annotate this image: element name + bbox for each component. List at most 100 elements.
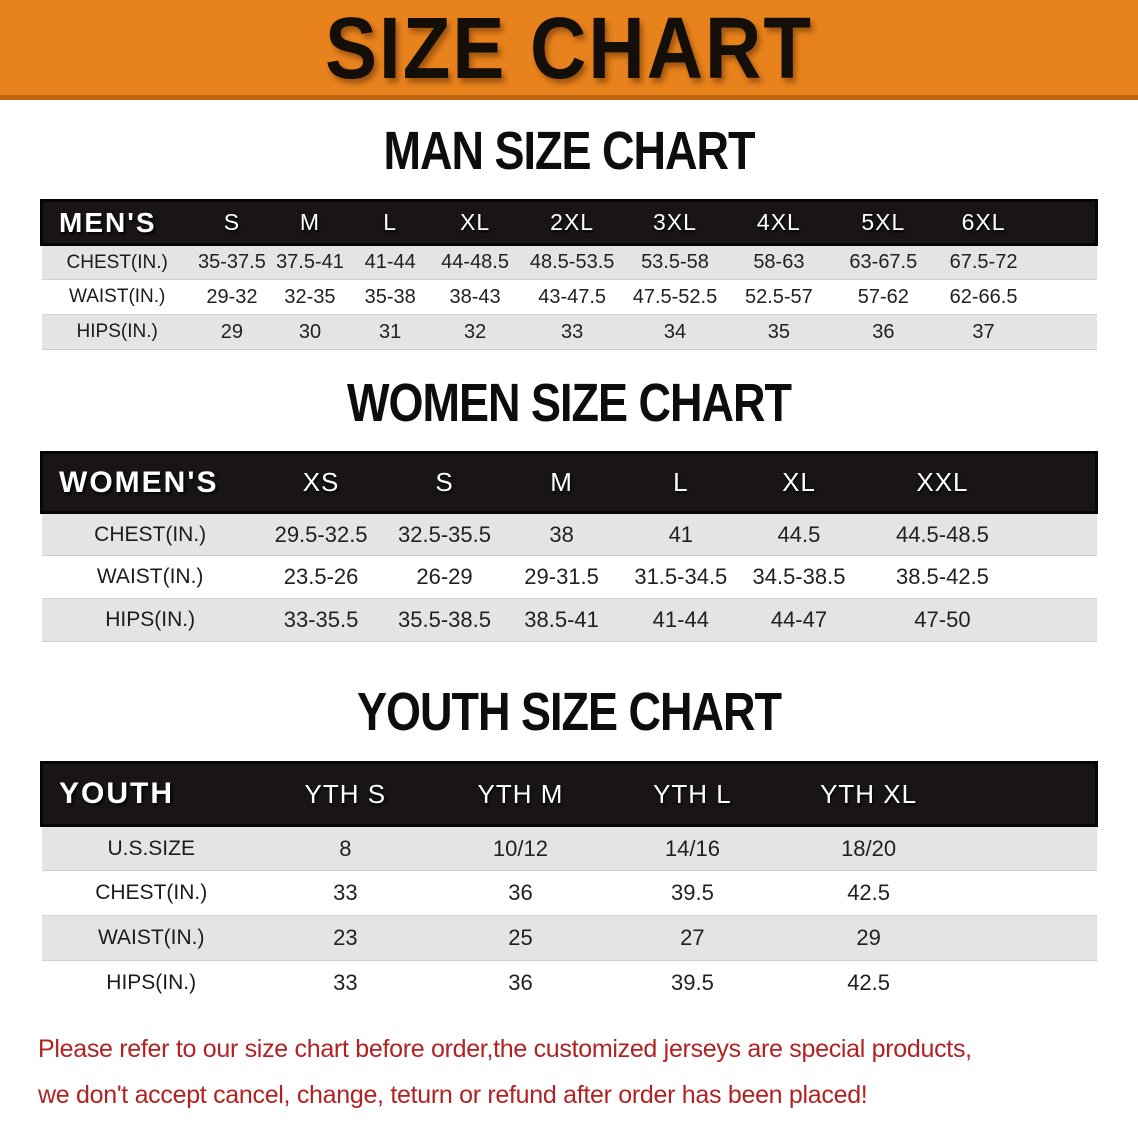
table-row: WAIST(IN.) 29-32 32-35 35-38 38-43 43-47.5 47.… [41,279,1097,315]
mens-table-header-row: MEN'S S M L XL 2XL 3XL 4XL 5XL 6XL [39,199,1098,246]
table-row: WAIST(IN.) 23 25 27 29 [41,915,1097,961]
men-table-container: MEN'S S M L XL 2XL 3XL 4XL 5XL 6XL CHEST(IN.) 35-37… [39,199,1098,350]
youth-table-container: YOUTH YTH S YTH M YTH L YTH XL U.S.SIZE 8 10/12… [39,761,1098,1006]
size-value: 43-47.5 [538,285,607,308]
size-value: 37.5-41 [270,244,350,280]
womens-table-header-row: WOMEN'S XS S M L XL XXL [39,451,1099,514]
size-value: 8 [260,825,430,871]
size-value: 38-43 [449,285,501,308]
row-label: U.S.SIZE [41,825,261,871]
size-value: 36 [508,970,533,996]
size-value: 30 [270,314,350,350]
size-value: 18/20 [773,825,964,871]
size-value: 31 [349,314,432,350]
size-value: 32-35 [284,285,336,308]
disclaimer: Please refer to our size chart before or… [0,1026,1138,1118]
size-value: 33 [518,314,626,350]
size-value: 36 [508,880,533,905]
size-value: 62-66.5 [949,285,1018,308]
size-value: 67.5-72 [933,244,1034,280]
size-value: 58-63 [724,244,834,280]
size-value: 33 [333,970,358,996]
spacer-cell [963,825,1097,871]
disclaimer-line-2: we don't accept cancel, change, teturn o… [38,1080,868,1109]
size-value: 41-44 [349,244,432,280]
size-value: 32.5-35.5 [383,512,506,556]
spacer-cell [1033,244,1097,280]
size-column-header: M [270,199,350,246]
section-men-size-chart: MAN SIZE CHART MEN'S S M L XL 2XL 3XL 4XL 5XL 6XL… [0,124,1138,350]
size-value: 48.5-53.5 [518,244,626,280]
row-label: CHEST(IN.) [41,244,193,280]
women-table-container: WOMEN'S XS S M L XL XXL CHEST(IN.) 29.5-32.5 32.5… [39,451,1099,642]
section-youth-size-chart: YOUTH SIZE CHART YOUTH YTH S YTH M YTH L YTH… [0,685,1138,1006]
size-value: 29-32 [206,285,258,308]
mens-size-table: MEN'S S M L XL 2XL 3XL 4XL 5XL 6XL CHEST(IN.) 35-37… [39,199,1098,350]
youth-table-header-label: YOUTH [39,761,261,827]
size-column-header: XL [744,451,854,514]
spacer-cell [1034,280,1097,315]
size-value: 10/12 [429,825,612,871]
size-value: 27 [611,915,774,961]
youth-size-table: YOUTH YTH S YTH M YTH L YTH XL U.S.SIZE 8 10/12… [39,761,1098,1006]
spacer-cell [964,871,1097,916]
size-column-header: 3XL [625,199,725,246]
size-value: 44.5 [744,512,854,556]
size-value: 33-35.5 [258,598,384,642]
size-value: 33 [333,880,358,905]
size-value: 57-62 [857,285,909,308]
size-value: 23.5-26 [283,564,359,589]
size-value: 47-50 [853,598,1032,642]
spacer-cell [1031,556,1096,599]
size-column-header: XL [431,199,519,246]
row-label: WAIST(IN.) [96,565,204,588]
spacer-cell [1033,314,1097,350]
row-label: HIPS(IN.) [41,314,193,350]
womens-size-table: WOMEN'S XS S M L XL XXL CHEST(IN.) 29.5-32.5 32.5… [39,451,1099,642]
size-column-header: YTH S [260,761,430,827]
size-value: 53.5-58 [625,244,725,280]
row-label: HIPS(IN.) [106,971,197,995]
size-value: 52.5-57 [744,285,813,308]
size-value: 44-47 [744,598,854,642]
row-label: WAIST(IN.) [41,915,261,961]
spacer-cell [1031,512,1097,556]
size-value: 38 [505,512,618,556]
table-row: CHEST(IN.) 33 36 39.5 42.5 [41,870,1097,916]
size-value: 42.5 [847,880,891,905]
size-column-header: XXL [853,451,1032,514]
size-value: 34.5-38.5 [752,564,846,589]
size-value: 29 [773,915,964,961]
size-value: 39.5 [671,880,714,905]
size-column-header: XS [258,451,384,514]
table-row: U.S.SIZE 8 10/12 14/16 18/20 [41,825,1097,871]
men-chart-heading: MAN SIZE CHART [383,119,756,182]
size-value: 42.5 [847,970,891,996]
spacer-cell [963,761,1098,827]
size-value: 31.5-34.5 [634,564,728,589]
spacer-cell [1033,199,1098,246]
size-value: 14/16 [611,825,774,871]
size-value: 41-44 [617,598,745,642]
youth-chart-heading: YOUTH SIZE CHART [356,680,782,743]
size-value: 35.5-38.5 [383,598,506,642]
size-value: 29-31.5 [524,564,599,589]
row-label: CHEST(IN.) [41,512,259,556]
size-value: 44.5-48.5 [853,512,1032,556]
size-value: 35-38 [364,285,416,308]
size-value: 34 [625,314,725,350]
table-row: CHEST(IN.) 29.5-32.5 32.5-35.5 38 41 44.5 44.5… [41,512,1097,556]
youth-table-header-row: YOUTH YTH S YTH M YTH L YTH XL [39,761,1098,827]
size-value: 41 [617,512,745,556]
page-title: SIZE CHART [325,0,813,97]
size-value: 32 [431,314,519,350]
size-column-header: 5XL [833,199,934,246]
mens-table-header-label: MEN'S [39,199,193,246]
row-label: WAIST(IN.) [68,286,166,307]
size-column-header: L [617,451,745,514]
size-value: 35-37.5 [192,244,271,280]
size-column-header: YTH XL [773,761,964,827]
size-column-header: 2XL [518,199,626,246]
size-column-header: 4XL [724,199,834,246]
